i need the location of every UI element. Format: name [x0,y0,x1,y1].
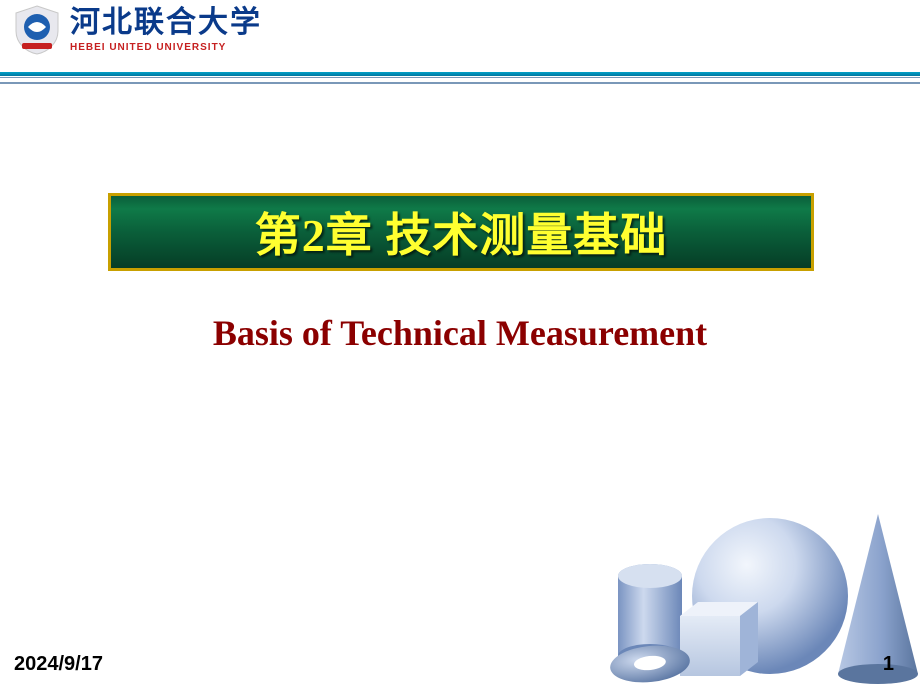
header: 河北联合大学 HEBEI UNITED UNIVERSITY [0,0,920,60]
slide: 河北联合大学 HEBEI UNITED UNIVERSITY 第2章 技术测量基… [0,0,920,690]
divider-bottom [0,82,920,84]
university-name-block: 河北联合大学 HEBEI UNITED UNIVERSITY [70,8,262,53]
chapter-subtitle: Basis of Technical Measurement [0,312,920,354]
chapter-title-band: 第2章 技术测量基础 [108,193,814,271]
chapter-title: 第2章 技术测量基础 [255,199,668,265]
footer-page-number: 1 [883,653,894,676]
university-name-cn: 河北联合大学 [70,8,262,38]
divider-top [0,72,920,76]
university-logo-icon [14,5,60,55]
decorative-3d-shapes-icon [580,456,920,686]
footer-date: 2024/9/17 [14,653,103,676]
university-name-en: HEBEI UNITED UNIVERSITY [70,42,262,53]
